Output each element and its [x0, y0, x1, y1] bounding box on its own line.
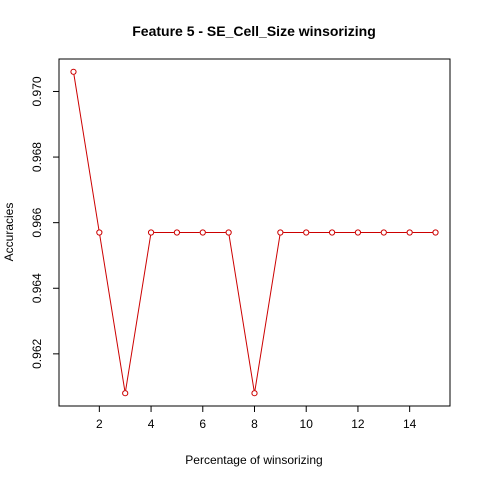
data-point: [277, 229, 284, 236]
x-axis-label: Percentage of winsorizing: [185, 453, 322, 467]
y-tick-label: 0.962: [30, 339, 44, 369]
data-point: [328, 229, 336, 236]
data-point: [251, 390, 258, 397]
x-tick-label: 10: [300, 417, 314, 431]
y-tick-label: 0.966: [30, 207, 44, 237]
x-axis: 2 4 6 8 10 12 14: [96, 406, 417, 431]
series-line-group: [70, 68, 439, 397]
data-point: [147, 229, 155, 236]
series-segment: [99, 235, 126, 391]
data-point: [173, 229, 181, 236]
data-point: [380, 229, 387, 236]
y-axis-label: Accuracies: [2, 203, 16, 262]
x-tick-label: 12: [351, 417, 365, 431]
x-tick-label: 8: [251, 417, 258, 431]
series-segment: [254, 235, 281, 391]
x-tick-label: 2: [96, 417, 103, 431]
data-point: [70, 68, 77, 75]
series-segment: [125, 235, 152, 391]
series-segment: [73, 74, 100, 230]
x-tick-label: 4: [148, 417, 155, 431]
x-tick-label: 14: [403, 417, 417, 431]
data-point: [225, 229, 232, 236]
data-point: [96, 229, 103, 236]
data-point: [303, 229, 310, 236]
y-tick-label: 0.964: [30, 273, 44, 303]
data-point: [432, 229, 439, 236]
x-tick-label: 6: [199, 417, 206, 431]
y-axis: 0.962 0.964 0.966 0.968 0.970: [30, 76, 59, 369]
data-point: [354, 229, 362, 236]
data-point: [122, 390, 129, 397]
y-tick-label: 0.970: [30, 76, 44, 106]
chart-title: Feature 5 - SE_Cell_Size winsorizing: [132, 23, 376, 39]
y-tick-label: 0.968: [30, 142, 44, 172]
data-point: [199, 229, 206, 236]
series-segment: [228, 235, 255, 391]
data-point: [406, 229, 413, 236]
